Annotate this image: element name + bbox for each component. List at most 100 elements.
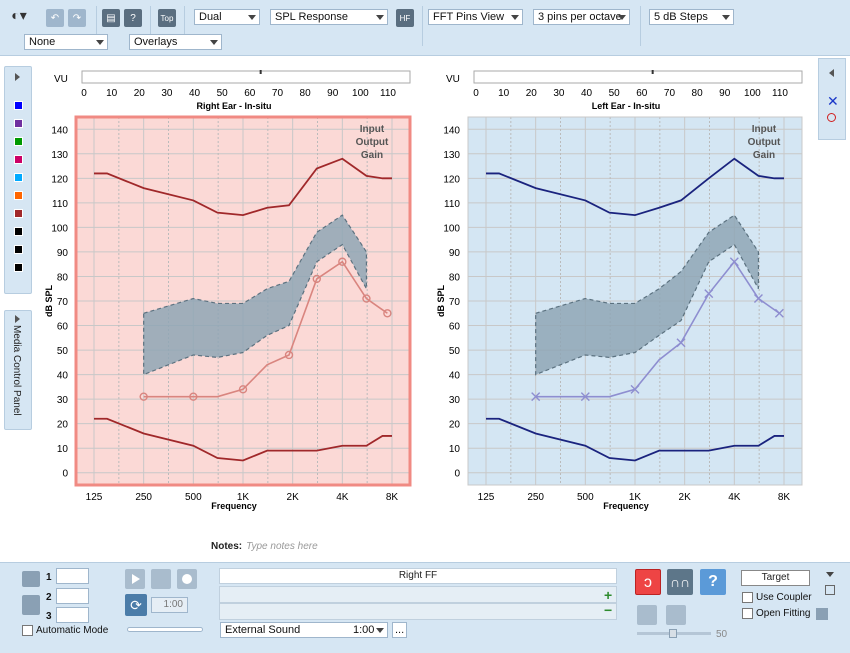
color-swatch[interactable] [14,155,23,164]
vu-label: VU [446,74,460,85]
color-swatch[interactable] [14,191,23,200]
loop-icon[interactable]: ⟳ [125,594,147,616]
volume-slider[interactable] [637,629,711,638]
collapse-arrow-icon[interactable] [826,572,834,577]
overlay-select[interactable]: Overlays [129,34,222,50]
redo-icon[interactable]: ↷ [68,9,86,27]
legend-entry: Gain [753,150,775,161]
color-swatch[interactable] [14,119,23,128]
y-tick-label: 40 [57,371,69,382]
bottom-panel: 1 2 3 Automatic Mode ⟳ 1:00 Right FF + −… [0,562,850,653]
x-tick-label: 250 [135,492,152,503]
vu-meter [81,70,411,84]
binaural-button[interactable]: ∩∩ [667,569,693,595]
add-button[interactable]: + [604,587,613,603]
data-point-marker [774,308,784,318]
chevron-down-icon [248,15,256,20]
skip-icon[interactable] [151,569,171,589]
color-swatch[interactable] [14,245,23,254]
data-point-marker [630,384,640,394]
notes-bar[interactable]: Notes: Type notes here [211,541,318,552]
remove-button[interactable]: − [604,602,613,618]
x-tick-label: 500 [185,492,202,503]
time-input[interactable]: 1:00 [151,597,188,613]
help-button[interactable]: ? [700,569,726,595]
source-time: 1:00 [353,624,375,636]
mode-select[interactable]: Dual [194,9,260,25]
y-tick-label: 30 [449,395,461,406]
print-icon[interactable]: ▤ [102,9,120,27]
notes-input[interactable]: Type notes here [246,541,318,552]
hf-button[interactable]: HF [396,9,414,27]
data-point-marker [729,257,739,267]
record-icon[interactable] [177,569,197,589]
response-select[interactable]: SPL Response [270,9,388,25]
vu-tick-label: 80 [300,88,312,99]
chevron-down-icon [376,628,384,633]
source-select[interactable]: External Sound 1:00 [220,622,388,638]
slot-2-input[interactable] [56,588,89,604]
measure-icon[interactable] [22,595,40,615]
filter-select-value: None [29,36,56,48]
return-icon[interactable] [666,605,686,625]
camera-icon[interactable] [22,571,40,587]
vu-tick-label: 50 [217,88,229,99]
target-button[interactable]: Target [741,570,810,586]
settings-icon[interactable] [816,608,828,620]
color-swatch[interactable] [14,263,23,272]
undo-icon[interactable]: ↶ [46,9,64,27]
x-tick-label: 250 [527,492,544,503]
steps-select[interactable]: 5 dB Steps [649,9,734,25]
x-tick-label: 500 [577,492,594,503]
media-control-panel[interactable]: Media Control Panel [4,310,32,430]
ellipsis-label: ... [395,624,405,636]
x-tick-label: 8K [778,492,791,503]
data-point-marker [238,385,248,394]
expand-arrow-icon[interactable] [15,73,20,81]
chevron-down-icon [722,15,730,20]
data-point-marker [531,392,541,402]
pins-select[interactable]: 3 pins per octave [533,9,630,25]
x-axis-label: Frequency [603,501,649,511]
play-icon[interactable] [125,569,145,589]
headphone-icon[interactable] [637,605,657,625]
top-button[interactable]: Top [158,9,176,27]
ear-icon[interactable]: ◐▾ [11,6,27,23]
slot-3-input[interactable] [56,607,89,623]
open-fitting-checkbox[interactable] [742,608,753,619]
y-tick-label: 80 [449,272,461,283]
color-swatch[interactable] [14,209,23,218]
color-swatch[interactable] [14,173,23,182]
ellipsis-button[interactable]: ... [392,622,407,638]
data-point-marker [753,294,763,304]
vu-meter [473,70,803,84]
color-swatch[interactable] [14,101,23,110]
filter-select[interactable]: None [24,34,108,50]
right-ear-button[interactable]: ↄ [635,569,661,595]
y-axis-label: dB SPL [44,285,54,318]
data-point-marker [284,350,294,360]
progress-slider[interactable] [127,627,203,632]
slot-1-input[interactable] [56,568,89,584]
automatic-mode-checkbox[interactable] [22,625,33,636]
vu-label: VU [54,74,68,85]
x-tick-label: 125 [86,492,103,503]
channel-row-2 [219,603,617,620]
vu-tick-label: 20 [134,88,146,99]
use-coupler-checkbox[interactable] [742,592,753,603]
vu-tick-label: 30 [161,88,173,99]
view-select[interactable]: FFT Pins View [428,9,523,25]
x-tick-label: 4K [728,492,741,503]
collapse-arrow-icon[interactable] [829,69,834,77]
curve-color-panel [4,66,32,294]
color-swatch[interactable] [14,137,23,146]
volume-thumb[interactable] [669,629,677,638]
y-tick-label: 100 [51,223,68,234]
x-tick-label: 2K [287,492,300,503]
window-icon[interactable] [825,585,835,595]
help-icon[interactable]: ? [124,9,142,27]
data-point-marker [362,294,371,303]
color-swatch[interactable] [14,227,23,236]
